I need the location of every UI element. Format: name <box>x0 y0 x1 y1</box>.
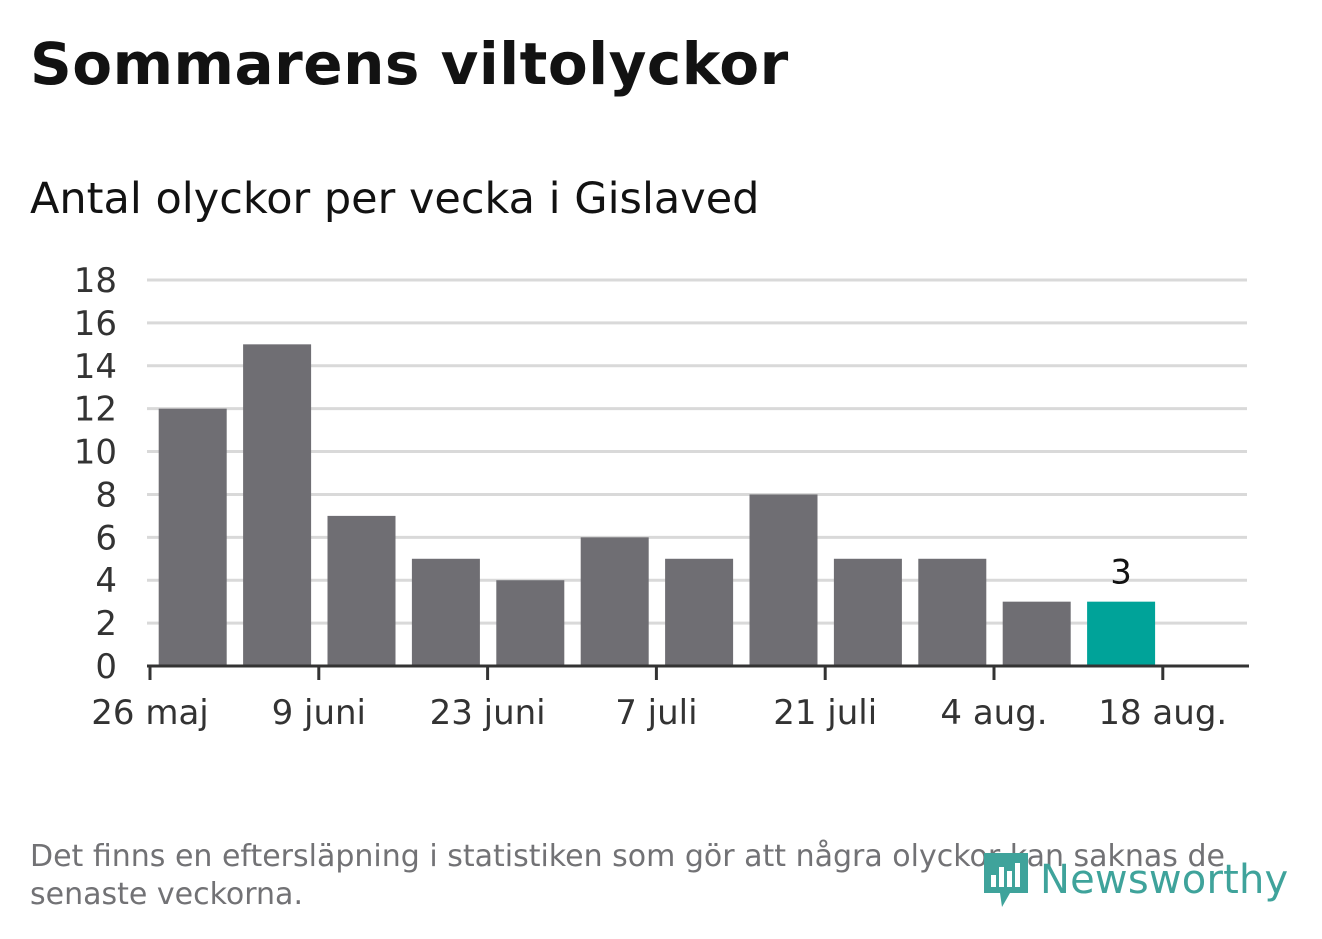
bar <box>327 515 396 666</box>
brand-logo: Newsworthy <box>980 848 1288 912</box>
bar <box>918 558 987 666</box>
bar <box>1002 601 1071 666</box>
y-tick-label: 16 <box>74 304 117 344</box>
gridlines <box>147 278 1247 625</box>
x-tick-label: 21 juli <box>773 693 877 733</box>
y-tick-label: 0 <box>95 647 117 687</box>
x-tick-label: 9 juni <box>272 693 366 733</box>
x-tick-label: 4 aug. <box>940 693 1047 733</box>
chart-title: Sommarens viltolyckor <box>30 30 789 98</box>
y-tick-label: 8 <box>95 475 117 515</box>
bar <box>580 537 649 666</box>
chart-subtitle: Antal olyckor per vecka i Gislaved <box>30 174 760 224</box>
y-tick-label: 14 <box>74 347 117 387</box>
x-tick-label: 23 juni <box>430 693 546 733</box>
bar <box>749 494 818 666</box>
x-tick-label: 26 maj <box>91 693 208 733</box>
x-axis-ticks: 26 maj 9 juni 23 juni 7 juli 21 juli 4 aug. 18… <box>91 666 1227 733</box>
bar <box>496 580 565 666</box>
bar <box>665 558 734 666</box>
y-tick-label: 6 <box>95 518 117 558</box>
bar-highlighted <box>1087 601 1156 666</box>
y-tick-label: 12 <box>74 390 117 430</box>
x-tick-label: 18 aug. <box>1098 693 1227 733</box>
y-tick-label: 4 <box>95 561 117 601</box>
bar <box>411 558 480 666</box>
bar <box>243 344 312 666</box>
y-tick-label: 18 <box>74 261 117 301</box>
bar-labels: 3 <box>1110 553 1132 593</box>
bars <box>158 344 1156 666</box>
bar <box>158 408 227 666</box>
data-label: 3 <box>1110 553 1132 593</box>
bar <box>833 558 902 666</box>
newsworthy-logo-icon <box>984 853 1028 907</box>
y-tick-label: 10 <box>74 433 117 473</box>
y-tick-label: 2 <box>95 604 117 644</box>
x-tick-label: 7 juli <box>615 693 697 733</box>
brand-name: Newsworthy <box>1040 857 1289 903</box>
